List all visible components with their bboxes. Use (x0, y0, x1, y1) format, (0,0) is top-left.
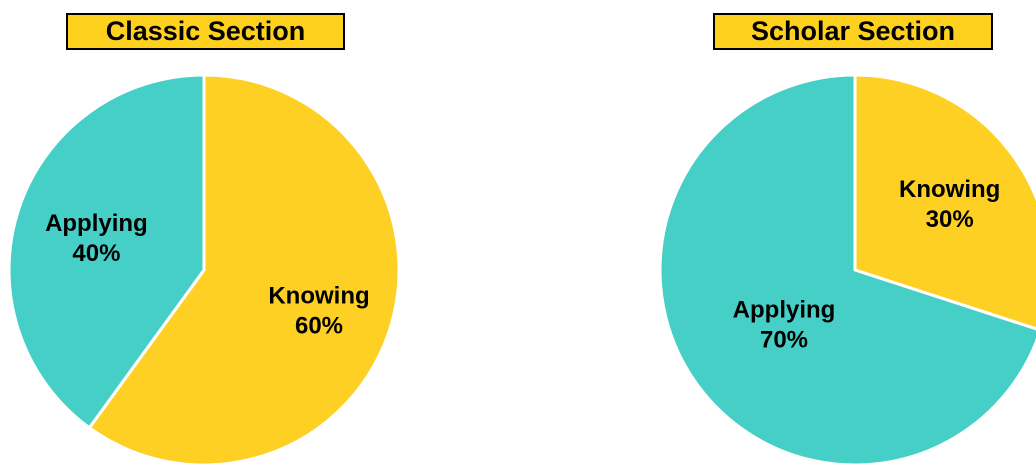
slice-label: Applying (733, 297, 836, 324)
slice-value-label: 40% (72, 240, 120, 267)
slice-value-label: 30% (926, 206, 974, 233)
chart-title-scholar: Scholar Section (713, 13, 993, 50)
slice-value-label: 70% (760, 327, 808, 354)
slice-value-label: 60% (295, 312, 343, 339)
slice-label: Knowing (268, 282, 369, 309)
slice-label: Applying (45, 210, 148, 237)
pie-slice-applying (7, 73, 206, 430)
pie-1: Knowing 30% Applying 70% (658, 73, 1036, 464)
pie-slice-knowing (853, 73, 1036, 331)
pie-slice-applying (658, 73, 1036, 464)
chart-title-classic: Classic Section (66, 13, 345, 50)
pie-0: Knowing 60% Applying 40% (7, 73, 401, 464)
pie-slice-knowing (87, 73, 401, 464)
slice-label: Knowing (899, 176, 1000, 203)
